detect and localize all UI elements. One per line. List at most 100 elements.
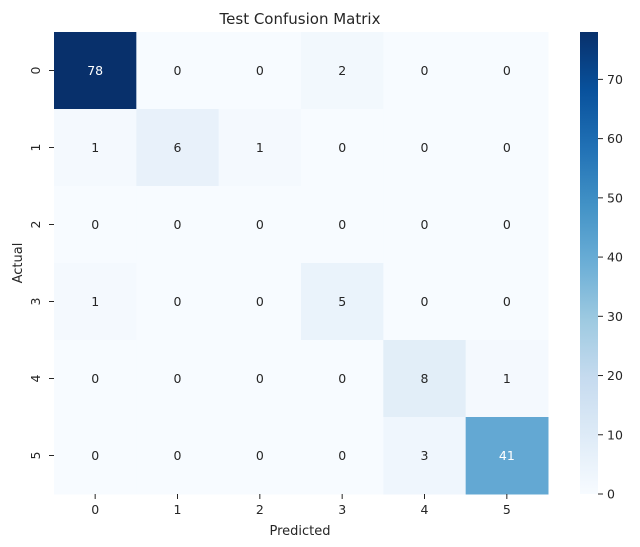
cell-annotation: 0 bbox=[503, 217, 511, 232]
colorbar-tick-label: 20 bbox=[607, 368, 623, 383]
heatmap-cell bbox=[301, 417, 384, 495]
heatmap-cell bbox=[465, 340, 549, 418]
heatmap-cells bbox=[54, 32, 549, 495]
cell-annotation: 0 bbox=[174, 294, 182, 309]
cell-annotation: 3 bbox=[421, 448, 429, 463]
heatmap-cell bbox=[136, 186, 220, 264]
x-tick-label: 0 bbox=[91, 502, 99, 517]
cell-annotation: 0 bbox=[256, 217, 264, 232]
cell-annotation: 0 bbox=[256, 371, 264, 386]
heatmap-cell bbox=[136, 417, 220, 495]
heatmap-cell bbox=[136, 340, 220, 418]
heatmap-cell bbox=[465, 417, 549, 495]
heatmap-cell bbox=[218, 186, 302, 264]
heatmap-cell bbox=[136, 32, 220, 110]
cell-annotation: 0 bbox=[338, 140, 346, 155]
x-axis-label: Predicted bbox=[269, 524, 330, 539]
heatmap-cell bbox=[54, 417, 137, 495]
y-tick-label: 0 bbox=[28, 66, 43, 74]
heatmap-cell bbox=[54, 109, 137, 187]
heatmap-cell bbox=[383, 340, 467, 418]
cell-annotation: 0 bbox=[174, 448, 182, 463]
cell-annotation: 0 bbox=[91, 217, 99, 232]
colorbar-ticks: 0 10 20 30 40 50 60 70 bbox=[598, 72, 623, 502]
chart-title: Test Confusion Matrix bbox=[219, 10, 381, 28]
heatmap-cell bbox=[465, 263, 549, 341]
heatmap-cell bbox=[136, 109, 220, 187]
heatmap-cell bbox=[301, 263, 384, 341]
heatmap-cell bbox=[54, 32, 137, 110]
heatmap-cell bbox=[301, 186, 384, 264]
cell-annotation: 41 bbox=[499, 448, 515, 463]
y-axis-ticks: 0 1 2 3 4 5 bbox=[28, 66, 54, 459]
heatmap-cell bbox=[301, 109, 384, 187]
heatmap-cell bbox=[136, 263, 220, 341]
cell-annotation: 2 bbox=[338, 63, 346, 78]
heatmap-cell bbox=[301, 32, 384, 110]
cell-annotation: 0 bbox=[421, 294, 429, 309]
cell-annotation: 0 bbox=[256, 294, 264, 309]
cell-annotation: 6 bbox=[174, 140, 182, 155]
cell-annotation: 0 bbox=[256, 448, 264, 463]
cell-annotation: 0 bbox=[503, 140, 511, 155]
x-tick-label: 2 bbox=[256, 502, 264, 517]
cell-annotation: 0 bbox=[421, 63, 429, 78]
colorbar-tick-label: 60 bbox=[607, 131, 623, 146]
cell-annotations: 78 0 0 2 0 0 1 6 1 0 0 0 0 0 0 0 0 0 1 0 0 5 0 0 0 0 0 0 8 1 0 0 0 0 3 41 bbox=[87, 63, 515, 463]
colorbar-tick-label: 40 bbox=[607, 250, 623, 265]
x-tick-label: 5 bbox=[503, 502, 511, 517]
cell-annotation: 0 bbox=[91, 371, 99, 386]
heatmap-cell bbox=[54, 263, 137, 341]
cell-annotation: 0 bbox=[256, 63, 264, 78]
colorbar bbox=[580, 32, 598, 494]
heatmap-cell bbox=[218, 340, 302, 418]
colorbar-tick-label: 70 bbox=[607, 72, 623, 87]
heatmap-cell bbox=[383, 417, 467, 495]
cell-annotation: 1 bbox=[256, 140, 264, 155]
heatmap-cell bbox=[383, 109, 467, 187]
heatmap-cell bbox=[383, 186, 467, 264]
heatmap-cell bbox=[383, 263, 467, 341]
heatmap-cell bbox=[218, 263, 302, 341]
y-tick-label: 3 bbox=[28, 298, 43, 306]
cell-annotation: 0 bbox=[338, 448, 346, 463]
cell-annotation: 0 bbox=[174, 371, 182, 386]
colorbar-tick-label: 30 bbox=[607, 309, 623, 324]
y-tick-label: 4 bbox=[28, 374, 43, 382]
cell-annotation: 78 bbox=[87, 63, 103, 78]
heatmap-cell bbox=[383, 32, 467, 110]
y-tick-label: 1 bbox=[28, 144, 43, 152]
cell-annotation: 0 bbox=[421, 140, 429, 155]
cell-annotation: 0 bbox=[338, 217, 346, 232]
colorbar-tick-label: 10 bbox=[607, 427, 623, 442]
heatmap-cell bbox=[54, 340, 137, 418]
heatmap-cell bbox=[218, 109, 302, 187]
cell-annotation: 1 bbox=[91, 294, 99, 309]
y-axis-label: Actual bbox=[11, 243, 26, 284]
x-tick-label: 1 bbox=[174, 502, 182, 517]
colorbar-tick-label: 50 bbox=[607, 190, 623, 205]
cell-annotation: 1 bbox=[503, 371, 511, 386]
cell-annotation: 0 bbox=[503, 63, 511, 78]
heatmap-cell bbox=[54, 186, 137, 264]
colorbar-tick-label: 0 bbox=[607, 487, 615, 502]
heatmap-cell bbox=[465, 186, 549, 264]
cell-annotation: 1 bbox=[91, 140, 99, 155]
y-tick-label: 2 bbox=[28, 221, 43, 229]
x-tick-label: 3 bbox=[338, 502, 346, 517]
cell-annotation: 0 bbox=[421, 217, 429, 232]
cell-annotation: 0 bbox=[338, 371, 346, 386]
cell-annotation: 0 bbox=[91, 448, 99, 463]
cell-annotation: 0 bbox=[174, 63, 182, 78]
x-axis-ticks: 0 1 2 3 4 5 bbox=[91, 494, 511, 517]
y-tick-label: 5 bbox=[28, 452, 43, 460]
cell-annotation: 0 bbox=[174, 217, 182, 232]
cell-annotation: 0 bbox=[503, 294, 511, 309]
heatmap-cell bbox=[465, 109, 549, 187]
heatmap-cell bbox=[218, 417, 302, 495]
heatmap-cell bbox=[301, 340, 384, 418]
cell-annotation: 5 bbox=[338, 294, 346, 309]
heatmap-cell bbox=[465, 32, 549, 110]
x-tick-label: 4 bbox=[421, 502, 429, 517]
